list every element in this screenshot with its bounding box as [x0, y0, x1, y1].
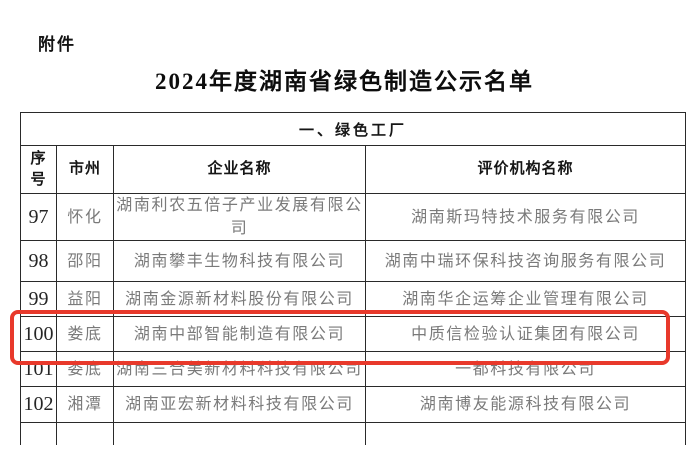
- column-header-company: 企业名称: [113, 145, 366, 194]
- agency-cell: 湖南斯玛特技术服务有限公司: [364, 192, 687, 242]
- table-row: 98 邵阳 湖南攀丰生物科技有限公司 湖南中瑞环保科技咨询服务有限公司: [20, 240, 687, 283]
- company-cell: 湖南中部智能制造有限公司: [113, 316, 366, 353]
- city-cell: 娄底: [56, 316, 114, 353]
- table-row: 97 怀化 湖南利农五倍子产业发展有限公司 湖南斯玛特技术服务有限公司: [20, 192, 687, 242]
- company-cell: 湖南三合美新材料科技有限公司: [113, 351, 366, 388]
- agency-cell: 湖南中瑞环保科技咨询服务有限公司: [364, 240, 687, 283]
- column-header-city: 市州: [56, 145, 114, 194]
- row-number-cell: 99: [20, 281, 57, 318]
- table-row: 102 湘潭 湖南亚宏新材料科技有限公司 湖南博友能源科技有限公司: [20, 386, 687, 424]
- agency-cell: 中质信检验认证集团有限公司: [364, 316, 687, 353]
- table-column-header-row: 序 号 市州 企业名称 评价机构名称: [20, 145, 687, 194]
- row-number-cell: 101: [20, 351, 57, 388]
- page-title: 2024年度湖南省绿色制造公示名单: [155, 69, 534, 94]
- column-header-agency: 评价机构名称: [364, 145, 687, 194]
- agency-cell: 一都科技有限公司: [364, 351, 687, 388]
- city-cell: 怀化: [56, 192, 114, 242]
- company-cell: 湖南利农五倍子产业发展有限公司: [113, 192, 366, 242]
- table-row-clipped: [20, 422, 687, 445]
- city-cell: 娄底: [56, 351, 114, 388]
- row-number-cell: 98: [20, 240, 57, 283]
- column-header-no: 序 号: [20, 145, 57, 194]
- table-section-header-row: 一、绿色工厂: [20, 112, 687, 146]
- table-row: 99 益阳 湖南金源新材料股份有限公司 湖南华企运筹企业管理有限公司: [20, 281, 687, 318]
- agency-cell: 湖南华企运筹企业管理有限公司: [364, 281, 687, 318]
- green-factory-table: 一、绿色工厂 序 号 市州 企业名称 评价机构名称 97 怀化 湖南利农五倍子产…: [20, 112, 687, 445]
- city-cell: 湘潭: [56, 386, 114, 424]
- company-cell: 湖南攀丰生物科技有限公司: [113, 240, 366, 283]
- table-row-highlighted: 100 娄底 湖南中部智能制造有限公司 中质信检验认证集团有限公司: [20, 316, 687, 353]
- company-cell: 湖南金源新材料股份有限公司: [113, 281, 366, 318]
- section-header: 一、绿色工厂: [20, 112, 687, 146]
- agency-cell: 湖南博友能源科技有限公司: [364, 386, 687, 424]
- city-cell: 益阳: [56, 281, 114, 318]
- row-number-cell: 100: [20, 316, 57, 353]
- row-number-cell: 102: [20, 386, 57, 424]
- attachment-label: 附件: [38, 35, 76, 54]
- company-cell: 湖南亚宏新材料科技有限公司: [113, 386, 366, 424]
- table-row: 101 娄底 湖南三合美新材料科技有限公司 一都科技有限公司: [20, 351, 687, 388]
- city-cell: 邵阳: [56, 240, 114, 283]
- row-number-cell: 97: [20, 192, 57, 242]
